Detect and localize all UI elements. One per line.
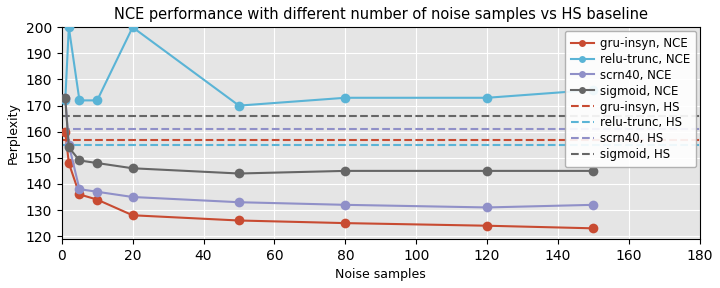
gru-insyn, HS: [61, 138, 70, 141]
gru-insyn, NCE: [61, 130, 70, 133]
relu-trunc, NCE: [61, 99, 70, 102]
gru-insyn, NCE: [235, 219, 243, 222]
gru-insyn, NCE: [341, 221, 350, 225]
scrn40, NCE: [128, 195, 137, 199]
sigmoid, NCE: [235, 172, 243, 175]
sigmoid, NCE: [589, 169, 598, 173]
relu-trunc, HS: [58, 143, 66, 147]
scrn40, HS: [58, 127, 66, 131]
relu-trunc, NCE: [483, 96, 492, 100]
relu-trunc, NCE: [128, 26, 137, 29]
gru-insyn, NCE: [75, 193, 84, 196]
Line: relu-trunc, NCE: relu-trunc, NCE: [60, 22, 598, 111]
Legend: gru-insyn, NCE, relu-trunc, NCE, scrn40, NCE, sigmoid, NCE, gru-insyn, HS, relu-: gru-insyn, NCE, relu-trunc, NCE, scrn40,…: [564, 31, 696, 167]
gru-insyn, NCE: [128, 213, 137, 217]
Line: scrn40, NCE: scrn40, NCE: [60, 93, 598, 212]
sigmoid, NCE: [65, 146, 73, 149]
gru-insyn, NCE: [65, 161, 73, 165]
sigmoid, HS: [61, 114, 70, 118]
relu-trunc, NCE: [235, 104, 243, 107]
scrn40, NCE: [65, 143, 73, 147]
relu-trunc, NCE: [341, 96, 350, 100]
scrn40, NCE: [341, 203, 350, 206]
gru-insyn, NCE: [93, 198, 102, 201]
relu-trunc, NCE: [93, 99, 102, 102]
Y-axis label: Perplexity: Perplexity: [7, 102, 20, 164]
scrn40, NCE: [61, 96, 70, 100]
Line: sigmoid, NCE: sigmoid, NCE: [60, 93, 598, 178]
Line: gru-insyn, NCE: gru-insyn, NCE: [60, 127, 598, 233]
scrn40, NCE: [483, 206, 492, 209]
Title: NCE performance with different number of noise samples vs HS baseline: NCE performance with different number of…: [114, 7, 648, 22]
sigmoid, NCE: [93, 161, 102, 165]
scrn40, HS: [61, 127, 70, 131]
scrn40, NCE: [93, 190, 102, 194]
relu-trunc, NCE: [75, 99, 84, 102]
scrn40, NCE: [75, 187, 84, 191]
sigmoid, NCE: [61, 96, 70, 100]
sigmoid, HS: [58, 114, 66, 118]
gru-insyn, NCE: [589, 227, 598, 230]
scrn40, NCE: [589, 203, 598, 206]
relu-trunc, NCE: [65, 26, 73, 29]
sigmoid, NCE: [128, 166, 137, 170]
gru-insyn, HS: [58, 138, 66, 141]
scrn40, NCE: [235, 200, 243, 204]
gru-insyn, NCE: [483, 224, 492, 228]
sigmoid, NCE: [341, 169, 350, 173]
sigmoid, NCE: [483, 169, 492, 173]
relu-trunc, HS: [61, 143, 70, 147]
X-axis label: Noise samples: Noise samples: [336, 268, 426, 281]
relu-trunc, NCE: [589, 88, 598, 92]
sigmoid, NCE: [75, 159, 84, 162]
